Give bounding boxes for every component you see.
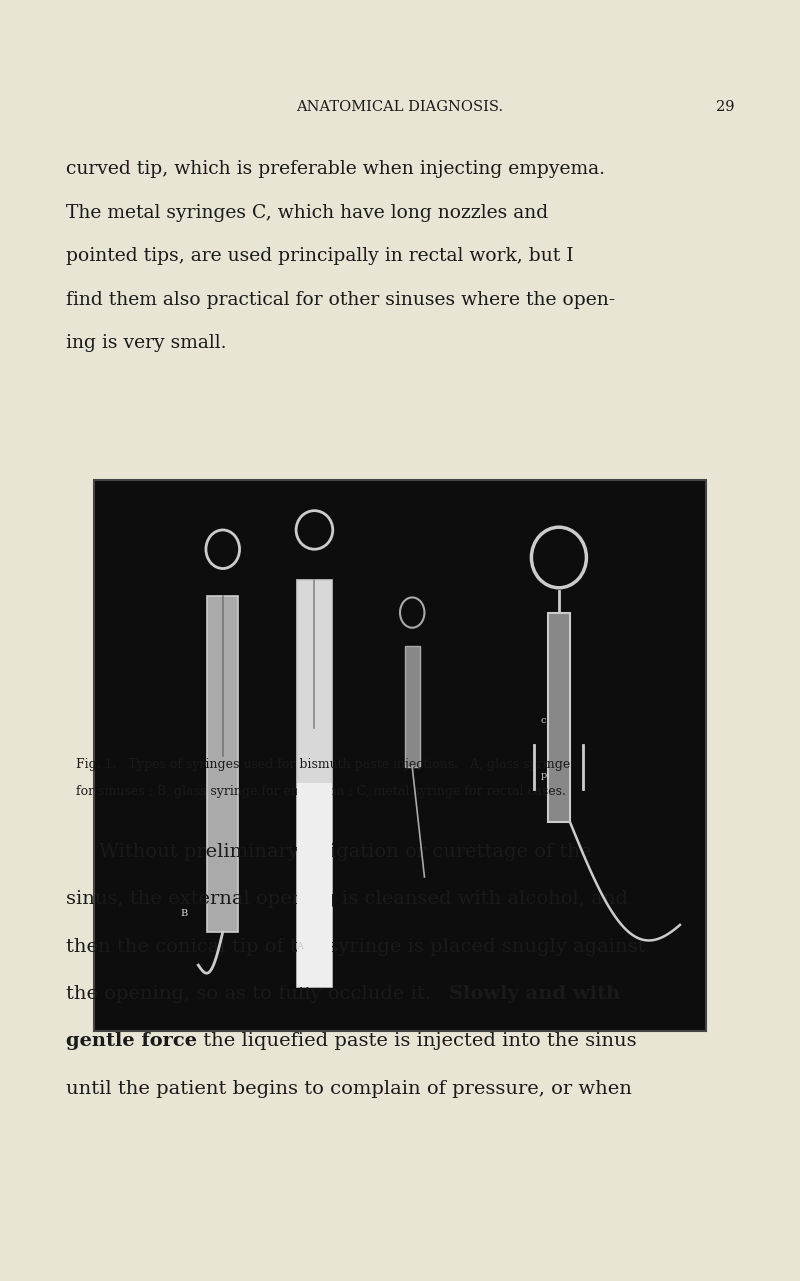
Text: 29: 29 xyxy=(716,100,734,114)
Polygon shape xyxy=(298,783,331,988)
Polygon shape xyxy=(548,612,570,822)
Text: ANATOMICAL DIAGNOSIS.: ANATOMICAL DIAGNOSIS. xyxy=(297,100,503,114)
Text: sinus, the external opening is cleansed with alcohol, and: sinus, the external opening is cleansed … xyxy=(66,890,627,908)
Text: A: A xyxy=(296,942,303,951)
Text: B: B xyxy=(180,908,187,917)
Polygon shape xyxy=(298,579,331,988)
Polygon shape xyxy=(405,646,419,767)
Text: the liquefied paste is injected into the sinus: the liquefied paste is injected into the… xyxy=(197,1032,636,1050)
Text: ing is very small.: ing is very small. xyxy=(66,334,226,352)
Text: p: p xyxy=(541,771,547,780)
Text: c: c xyxy=(541,716,546,725)
Text: Slowly and with: Slowly and with xyxy=(450,985,621,1003)
Text: until the patient begins to complain of pressure, or when: until the patient begins to complain of … xyxy=(66,1080,631,1098)
Bar xyxy=(94,480,706,1031)
Text: pointed tips, are used principally in rectal work, but I: pointed tips, are used principally in re… xyxy=(66,247,574,265)
Text: for sinuses ; B, glass syringe for empyema ; C, metal syringe for rectal cases.: for sinuses ; B, glass syringe for empye… xyxy=(76,785,566,798)
Text: find them also practical for other sinuses where the open-: find them also practical for other sinus… xyxy=(66,291,615,309)
Text: gentle force: gentle force xyxy=(66,1032,197,1050)
Text: Without preliminary irrigation or curettage of the: Without preliminary irrigation or curett… xyxy=(99,843,592,861)
Text: then the conical tip of the syringe is placed snugly against: then the conical tip of the syringe is p… xyxy=(66,938,645,956)
Text: curved tip, which is preferable when injecting empyema.: curved tip, which is preferable when inj… xyxy=(66,160,605,178)
Text: the opening, so as to fully occlude it.: the opening, so as to fully occlude it. xyxy=(66,985,450,1003)
Text: The metal syringes C, which have long nozzles and: The metal syringes C, which have long no… xyxy=(66,204,548,222)
Text: Fig. 1.   Types of syringes used for bismuth paste injections.   A, glass syring: Fig. 1. Types of syringes used for bismu… xyxy=(76,758,570,771)
Polygon shape xyxy=(207,596,238,933)
